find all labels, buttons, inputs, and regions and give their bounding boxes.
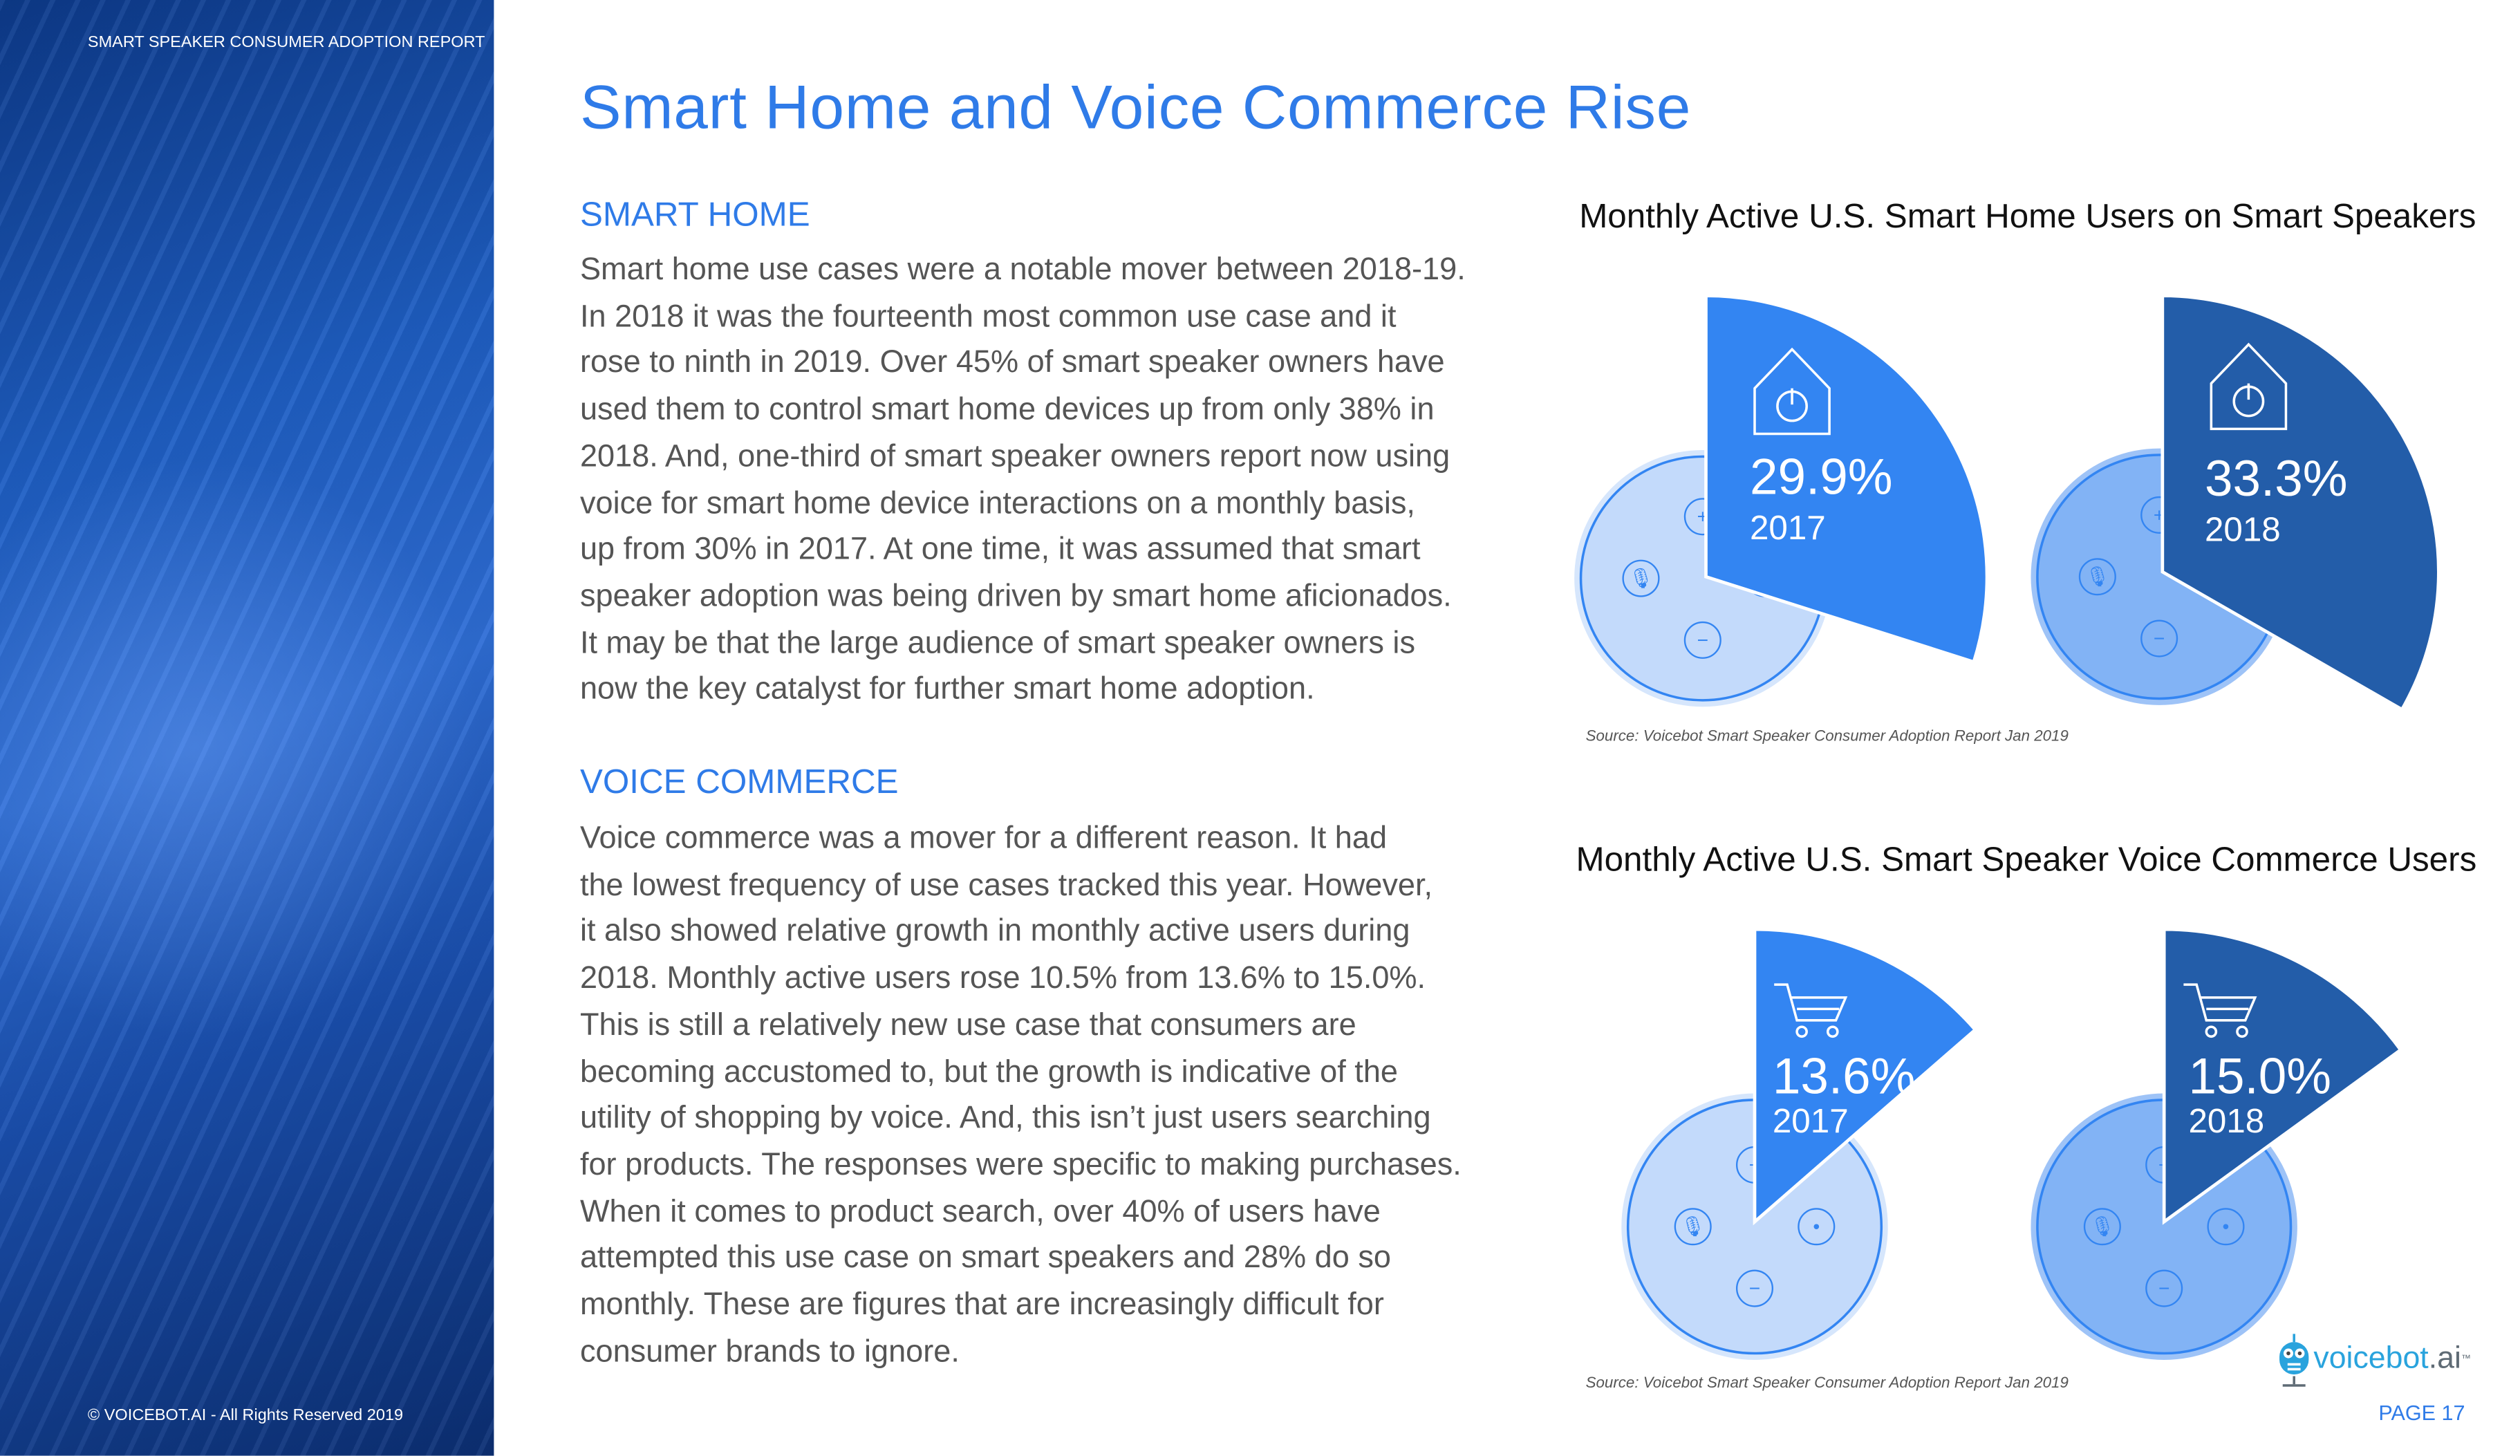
chart-source: Source: Voicebot Smart Speaker Consumer … [1585, 727, 2069, 746]
logo-suffix: .ai [2428, 1342, 2461, 1376]
page-title: Smart Home and Voice Commerce Rise [579, 75, 1692, 143]
paragraph-line: It may be that the large audience of sma… [579, 626, 1415, 661]
paragraph-line: Smart home use cases were a notable move… [579, 253, 1466, 288]
paragraph-line: When it comes to product search, over 40… [579, 1195, 1381, 1230]
paragraph-line: utility of shopping by voice. And, this … [579, 1101, 1431, 1137]
value-label: 33.3% [2204, 449, 2348, 507]
action-icon [1798, 1208, 1836, 1246]
value-label: 29.9% [1749, 448, 1893, 505]
year-label: 2018 [2204, 512, 2281, 550]
year-label: 2017 [1772, 1103, 1849, 1141]
mic-off-icon-glyph: 🎙 [2090, 1215, 2115, 1238]
paragraph-line: consumer brands to ignore. [579, 1335, 960, 1370]
paragraph-line: 2018. And, one-third of smart speaker ow… [579, 440, 1450, 474]
trademark: ™ [2461, 1354, 2472, 1365]
mic-off-icon [1674, 1208, 1712, 1246]
cart-wheel [1826, 1025, 1839, 1038]
paragraph-line: Voice commerce was a mover for a differe… [579, 822, 1388, 857]
page-number: PAGE 17 [2378, 1400, 2465, 1425]
paragraph-line: speaker adoption was being driven by sma… [579, 579, 1452, 615]
voice-commerce-paragraph: Voice commerce was a mover for a differe… [580, 817, 1462, 1376]
volume-down-icon-glyph: − [1697, 628, 1708, 651]
volume-down-icon-glyph: − [2154, 627, 2165, 649]
paragraph-line: This is still a relatively new use case … [579, 1008, 1356, 1043]
paragraph-line: voice for smart home device interactions… [579, 486, 1415, 521]
chart-title-voice-commerce: Monthly Active U.S. Smart Speaker Voice … [1576, 841, 2477, 879]
pie-slice-2018 [2162, 927, 2403, 1225]
chart-title-smart-home: Monthly Active U.S. Smart Home Users on … [1579, 198, 2476, 236]
logo-wordmark: voicebot [2313, 1342, 2429, 1376]
mic-off-icon-glyph: 🎙 [1681, 1215, 1706, 1238]
value-label: 13.6% [1772, 1047, 1916, 1105]
smart-home-power-icon [2210, 342, 2288, 431]
shopping-cart-icon [1774, 983, 1848, 1022]
voicebot-logo: voicebot .ai ™ [2275, 1332, 2471, 1388]
smart-home-power-icon [1753, 347, 1831, 436]
cart-wheel [2236, 1025, 2248, 1038]
volume-down-icon [2140, 619, 2178, 657]
year-label: 2017 [1749, 510, 1826, 548]
volume-down-icon [2145, 1269, 2183, 1307]
mic-off-icon [2078, 558, 2116, 596]
shopping-cart-icon [2183, 983, 2257, 1022]
report-header: SMART SPEAKER CONSUMER ADOPTION REPORT [87, 34, 485, 53]
section-heading-voice-commerce: VOICE COMMERCE [579, 763, 899, 801]
volume-down-icon [1735, 1269, 1774, 1307]
volume-down-icon [1683, 621, 1721, 659]
paragraph-line: In 2018 it was the fourteenth most commo… [579, 300, 1397, 335]
mic-off-icon [2083, 1208, 2121, 1246]
volume-down-icon-glyph: − [1749, 1277, 1760, 1299]
sidebar-image: SMART SPEAKER CONSUMER ADOPTION REPORT ©… [0, 0, 494, 1456]
paragraph-line: it also showed relative growth in monthl… [579, 915, 1410, 950]
robot-mic-icon [2279, 1334, 2309, 1387]
paragraph-line: attempted this use case on smart speaker… [579, 1242, 1391, 1276]
year-label: 2018 [2188, 1103, 2265, 1141]
section-heading-smart-home: SMART HOME [579, 196, 810, 234]
paragraph-line: the lowest frequency of use cases tracke… [579, 868, 1433, 903]
paragraph-line: up from 30% in 2017. At one time, it was… [579, 533, 1421, 568]
paragraph-line: now the key catalyst for further smart h… [579, 673, 1315, 708]
pie-slice-2017 [1704, 294, 1989, 664]
volume-down-icon-glyph: − [2158, 1277, 2169, 1299]
smart-home-paragraph: Smart home use cases were a notable move… [580, 249, 1466, 716]
paragraph-line: for products. The responses were specifi… [579, 1148, 1462, 1183]
value-label: 15.0% [2188, 1047, 2332, 1105]
mic-off-icon-glyph: 🎙 [1629, 567, 1654, 589]
action-icon [2207, 1208, 2245, 1246]
paragraph-line: becoming accustomed to, but the growth i… [579, 1055, 1398, 1090]
cart-wheel [2205, 1025, 2218, 1038]
pie-slice-2017 [1753, 927, 1978, 1226]
action-icon-glyph: • [1813, 1215, 1820, 1238]
paragraph-line: 2018. Monthly active users rose 10.5% fr… [579, 962, 1426, 996]
action-icon-glyph: • [2223, 1215, 2230, 1238]
mic-off-icon-glyph: 🎙 [2085, 566, 2110, 588]
pie-slice-2018 [2160, 294, 2440, 712]
paragraph-line: rose to ninth in 2019. Over 45% of smart… [579, 346, 1445, 381]
copyright: © VOICEBOT.AI - All Rights Reserved 2019 [87, 1407, 404, 1425]
cart-wheel [1795, 1025, 1808, 1038]
paragraph-line: used them to control smart home devices … [579, 393, 1435, 428]
paragraph-line: monthly. These are figures that are incr… [579, 1288, 1384, 1323]
mic-off-icon [1622, 559, 1660, 597]
chart-source: Source: Voicebot Smart Speaker Consumer … [1585, 1374, 2069, 1392]
